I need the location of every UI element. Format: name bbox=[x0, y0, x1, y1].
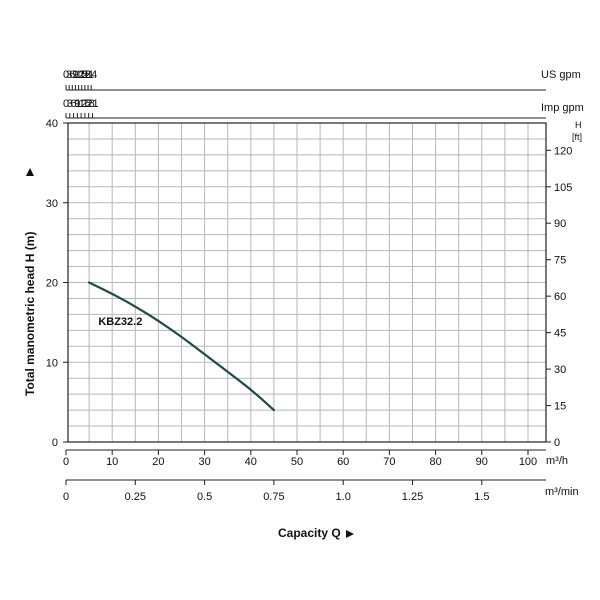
y-right-tick-label: 45 bbox=[554, 328, 566, 340]
unit-ft-bottom: [ft] bbox=[572, 132, 582, 142]
y-right-tick-label: 75 bbox=[554, 255, 566, 267]
y-left-tick-label: 0 bbox=[52, 437, 58, 449]
axis-m3h-tick-label: 100 bbox=[519, 456, 537, 468]
axis-us-gpm-tick-label: 12 bbox=[72, 69, 84, 81]
axis-m3h-tick-label: 40 bbox=[245, 456, 257, 468]
x-axis-title: Capacity Q bbox=[278, 526, 354, 540]
y-axis-title: Total manometric head H (m) bbox=[23, 168, 37, 396]
axis-m3min-tick-label: 0.5 bbox=[197, 491, 212, 503]
y-right-tick-label: 60 bbox=[554, 291, 566, 303]
axis-m3h-tick-label: 60 bbox=[337, 456, 349, 468]
axis-m3min-tick-label: 1.0 bbox=[336, 491, 351, 503]
axis-m3h-tick-label: 0 bbox=[63, 456, 69, 468]
axis-imp-gpm-tick-label: 12 bbox=[75, 98, 87, 110]
grid bbox=[68, 123, 546, 442]
series-label-KBZ32.2: KBZ32.2 bbox=[98, 316, 142, 328]
y-left-tick-label: 40 bbox=[46, 118, 58, 130]
y-left-tick-label: 20 bbox=[46, 278, 58, 290]
axis-m3min-tick-label: 0.75 bbox=[263, 491, 284, 503]
axis-us-gpm-tick-label: 24 bbox=[85, 69, 97, 81]
unit-imp-gpm: Imp gpm bbox=[541, 102, 584, 114]
axes bbox=[63, 85, 551, 485]
unit-ft-top: H bbox=[575, 120, 582, 130]
axis-m3h-tick-label: 30 bbox=[198, 456, 210, 468]
y-right-tick-label: 120 bbox=[554, 145, 572, 157]
axis-imp-gpm-tick-label: 18 bbox=[83, 98, 95, 110]
axis-us-gpm-tick-label: 9 bbox=[72, 69, 78, 81]
axis-imp-gpm-tick-label: 21 bbox=[86, 98, 98, 110]
axis-m3h-tick-label: 90 bbox=[476, 456, 488, 468]
y-right-tick-label: 0 bbox=[554, 437, 560, 449]
axis-us-gpm-tick-label: 21 bbox=[82, 69, 94, 81]
axis-us-gpm-tick-label: 6 bbox=[69, 69, 75, 81]
unit-m3min: m³/min bbox=[545, 486, 579, 498]
series-line-KBZ32.2 bbox=[88, 281, 275, 412]
axis-imp-gpm-tick-label: 6 bbox=[70, 98, 76, 110]
axis-us-gpm-tick-label: 18 bbox=[79, 69, 91, 81]
axis-m3min-tick-label: 0 bbox=[63, 491, 69, 503]
axis-m3h-tick-label: 10 bbox=[106, 456, 118, 468]
axis-imp-gpm-tick-label: 3 bbox=[67, 98, 73, 110]
y-axis-arrow-icon bbox=[26, 168, 34, 176]
axis-m3min-tick-label: 1.25 bbox=[402, 491, 423, 503]
y-left-tick-label: 10 bbox=[46, 357, 58, 369]
svg-text:Capacity Q: Capacity Q bbox=[278, 526, 341, 540]
y-left-tick-label: 30 bbox=[46, 198, 58, 210]
svg-text:Total manometric head H (m): Total manometric head H (m) bbox=[23, 232, 37, 396]
y-right-tick-label: 105 bbox=[554, 182, 572, 194]
axis-m3h-tick-label: 50 bbox=[291, 456, 303, 468]
unit-us-gpm: US gpm bbox=[541, 69, 581, 81]
axis-us-gpm-tick-label: 15 bbox=[76, 69, 88, 81]
x-axis-arrow-icon bbox=[346, 530, 354, 538]
axis-imp-gpm-tick-label: 15 bbox=[79, 98, 91, 110]
y-right-tick-label: 15 bbox=[554, 401, 566, 413]
unit-m3h: m³/h bbox=[546, 455, 568, 467]
y-right-tick-label: 30 bbox=[554, 364, 566, 376]
axis-imp-gpm-tick-label: 9 bbox=[74, 98, 80, 110]
axis-m3h-tick-label: 20 bbox=[152, 456, 164, 468]
axis-m3min-tick-label: 1.5 bbox=[474, 491, 489, 503]
axis-m3h-tick-label: 80 bbox=[429, 456, 441, 468]
axis-us-gpm-tick-label: 0 bbox=[63, 69, 69, 81]
axis-m3h-tick-label: 70 bbox=[383, 456, 395, 468]
axis-m3min-tick-label: 0.25 bbox=[125, 491, 146, 503]
axis-imp-gpm-tick-label: 0 bbox=[63, 98, 69, 110]
series-layer: KBZ32.2 bbox=[88, 281, 275, 412]
y-right-tick-label: 90 bbox=[554, 218, 566, 230]
axis-us-gpm-tick-label: 3 bbox=[66, 69, 72, 81]
